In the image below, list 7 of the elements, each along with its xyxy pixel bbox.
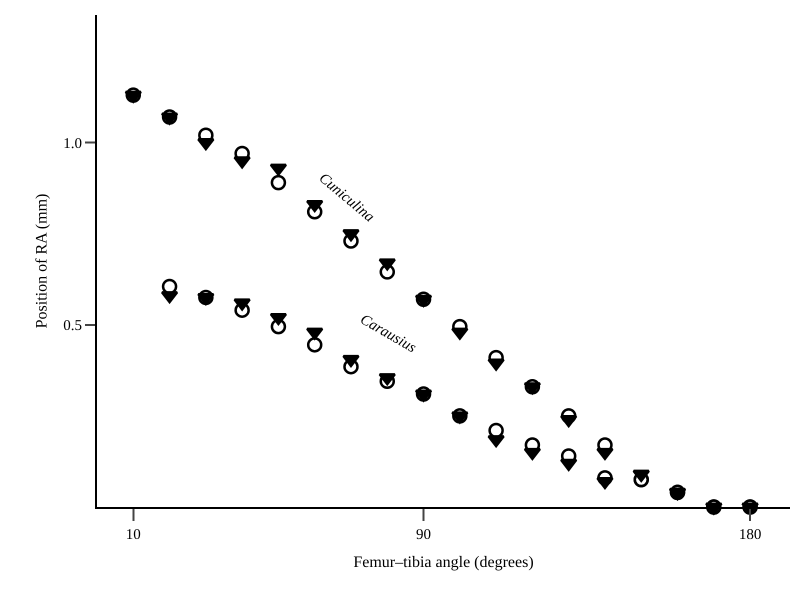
x-tick-label: 180	[738, 527, 762, 543]
x-axis-title: Femur–tibia angle (degrees)	[353, 554, 534, 572]
y-tick-label: 1.0	[63, 136, 82, 152]
x-tick-label: 90	[416, 527, 432, 543]
y-tick-label: 0.5	[63, 318, 82, 334]
x-tick-label: 10	[126, 527, 141, 543]
y-axis-title: Position of RA (mm)	[34, 194, 51, 328]
